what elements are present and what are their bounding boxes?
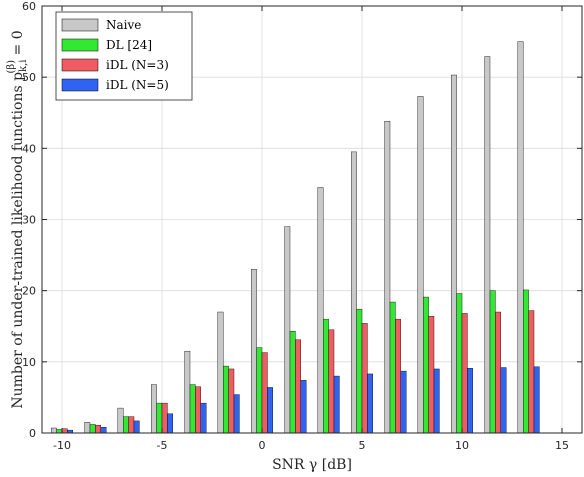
grid-lines [42,5,582,434]
legend-swatch [61,38,99,52]
y-label-suffix: = 0 [10,30,26,60]
bar [84,422,91,434]
bar [189,384,196,434]
bar [300,380,307,434]
x-tick-label: 10 [455,439,469,452]
bar [133,420,140,434]
y-tick-label: 30 [22,214,36,227]
bar [184,350,191,434]
bar [489,290,496,434]
bar [523,289,529,434]
bar [417,96,424,434]
legend-label: iDL (N=3) [106,58,169,72]
bar [256,347,263,434]
bar [495,311,501,434]
y-tick-label: 60 [22,0,36,13]
bar [128,416,135,434]
bar [61,428,68,434]
bar [95,424,102,434]
bar [195,386,201,434]
x-tick-label: 5 [359,439,366,452]
legend-label: Naive [106,18,141,32]
bar [533,366,540,434]
bar [51,427,57,434]
y-label-superscript: (β) [6,60,17,74]
legend: Naive DL [24] iDL (N=3) iDL (N=5) [55,11,193,101]
bar [317,187,324,434]
bar [261,352,268,434]
bar [367,373,373,434]
bar [284,226,291,434]
y-tick-label: 0 [29,427,36,440]
bar [89,424,96,434]
bar [361,323,368,434]
bar [328,329,335,434]
bar [356,308,363,434]
y-label-main: Number of under-trained likelihood funct… [10,72,26,409]
bar [395,318,401,434]
y-tick-label: 10 [22,356,36,369]
legend-swatch [61,18,99,32]
bar [423,296,429,434]
bar [500,367,507,434]
bar [200,402,207,434]
bar [228,368,235,434]
y-axis-label: Number of under-trained likelihood funct… [6,30,29,408]
bar [517,41,524,434]
bar [467,368,473,434]
bar [156,402,163,434]
x-tick-label: 0 [259,439,266,452]
y-tick-label: 40 [22,142,36,155]
bar [56,429,63,434]
bar [451,74,457,434]
bar [456,293,463,434]
bar [484,56,491,434]
legend-label: iDL (N=5) [106,78,169,92]
bar [323,318,329,434]
bar [161,402,168,434]
bar [233,394,240,434]
bar [384,121,391,434]
bar [333,375,340,434]
bar [250,269,257,434]
x-axis-label: SNR γ [dB] [272,457,352,472]
bar [167,413,173,434]
y-label-subscript: k,i [18,59,29,71]
bar [295,339,301,434]
x-tick-label: 15 [555,439,569,452]
legend-label: DL [24] [106,38,152,52]
bar [428,316,435,434]
bar [217,311,224,434]
bar [100,427,107,434]
bar [122,416,129,434]
bar [461,313,468,434]
y-tick-label: 20 [22,285,36,298]
bar [528,310,535,434]
bar [150,384,157,434]
x-tick-label: -5 [157,439,168,452]
bar [400,370,407,434]
bars [51,41,540,434]
legend-swatch [61,58,99,72]
bar [351,151,357,434]
bar [117,407,124,434]
ticks: -10 -5 0 5 10 15 0 10 20 30 40 50 60 [22,0,582,452]
y-tick-label: 50 [22,71,36,84]
legend-swatch [61,78,99,92]
bar [389,301,396,434]
bar [289,331,296,434]
bar [222,365,229,434]
bar [433,368,440,434]
x-tick-label: -10 [53,439,71,452]
bar [267,387,273,434]
